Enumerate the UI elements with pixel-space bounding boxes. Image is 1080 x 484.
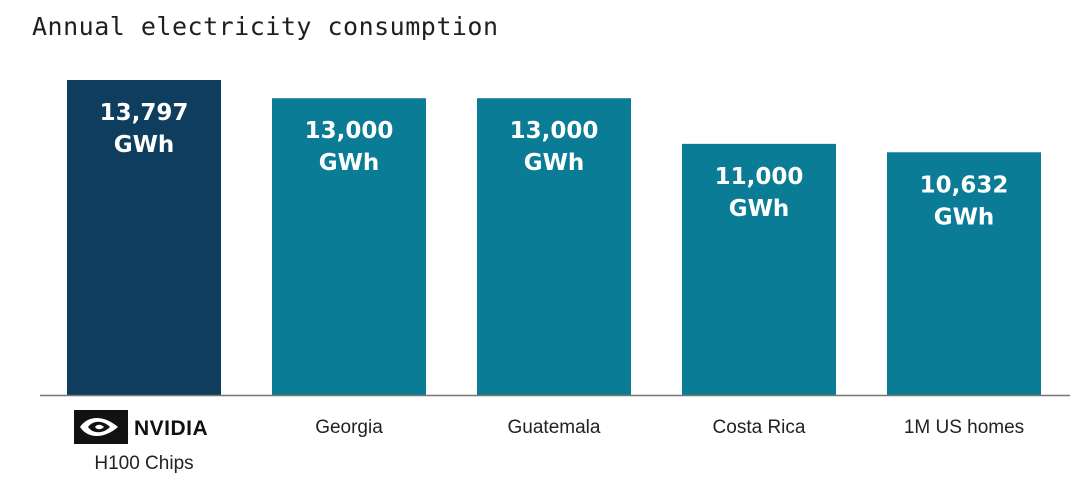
nvidia-eye-icon <box>74 410 128 444</box>
nvidia-wordmark: NVIDIA <box>134 417 208 440</box>
bar-unit-label: GWh <box>319 150 380 176</box>
chart-title: Annual electricity consumption <box>32 12 499 41</box>
bar-5 <box>887 152 1041 395</box>
bar-2 <box>272 98 426 395</box>
category-labels-group: H100 Chips Georgia Guatemala Costa Rica 1M U… <box>94 417 1024 474</box>
nvidia-logo: NVIDIA <box>74 410 208 444</box>
category-label: Guatemala <box>508 417 601 438</box>
value-labels-group: 13,797 GWh 13,000 GWh 13,000 GWh 11,000 GWh 10,6… <box>100 100 1009 230</box>
bar-value-label: 11,000 <box>715 164 804 190</box>
category-label: Costa Rica <box>713 417 806 438</box>
bar-4 <box>682 143 836 395</box>
bar-unit-label: GWh <box>114 132 175 158</box>
category-label: 1M US homes <box>904 417 1024 438</box>
bar-3 <box>477 98 631 395</box>
bar-unit-label: GWh <box>934 204 995 230</box>
category-label: H100 Chips <box>94 453 193 474</box>
bar-value-label: 13,797 <box>100 100 189 126</box>
bar-unit-label: GWh <box>729 196 790 222</box>
bar-value-label: 13,000 <box>510 118 599 144</box>
category-label: Georgia <box>315 417 383 438</box>
bar-unit-label: GWh <box>524 150 585 176</box>
bar-value-label: 10,632 <box>920 172 1009 198</box>
bar-value-label: 13,000 <box>305 118 394 144</box>
bars-group <box>67 80 1041 395</box>
bar-1 <box>67 80 221 395</box>
